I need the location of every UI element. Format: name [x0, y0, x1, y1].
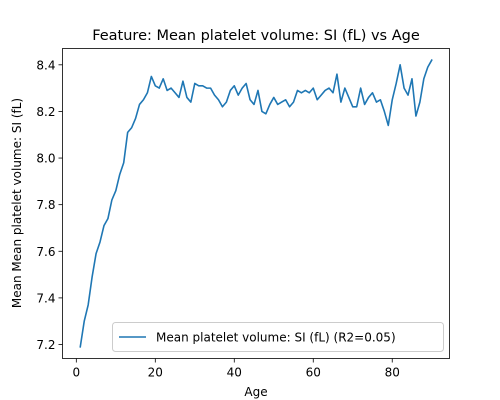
- legend-box: [112, 322, 444, 352]
- x-axis-label: Age: [244, 385, 267, 399]
- y-tick-label: 8.0: [36, 152, 55, 166]
- chart-title: Feature: Mean platelet volume: SI (fL) v…: [92, 28, 420, 44]
- x-axis-ticks: 0 20 40 60 80: [73, 358, 400, 380]
- legend-label: Mean platelet volume: SI (fL) (R2=0.05): [156, 331, 396, 345]
- plot-area: [79, 59, 433, 348]
- x-tick-label: 80: [385, 366, 400, 380]
- y-tick-label: 7.6: [36, 245, 55, 259]
- x-tick-label: 40: [227, 366, 242, 380]
- y-tick-label: 7.2: [36, 338, 55, 352]
- x-tick-label: 0: [73, 366, 81, 380]
- series-line: [79, 59, 433, 348]
- x-tick-label: 60: [306, 366, 321, 380]
- x-tick-label: 20: [148, 366, 163, 380]
- y-tick-label: 8.4: [36, 58, 55, 72]
- y-axis-label: Mean Mean platelet volume: SI (fL): [10, 98, 24, 308]
- y-tick-label: 7.4: [36, 291, 55, 305]
- y-tick-label: 8.2: [36, 105, 55, 119]
- axes-frame: [62, 48, 450, 359]
- y-tick-label: 7.8: [36, 198, 55, 212]
- y-axis-ticks: 7.2 7.4 7.6 7.8 8.0 8.2 8.4: [36, 58, 63, 352]
- legend: Mean platelet volume: SI (fL) (R2=0.05): [112, 322, 444, 352]
